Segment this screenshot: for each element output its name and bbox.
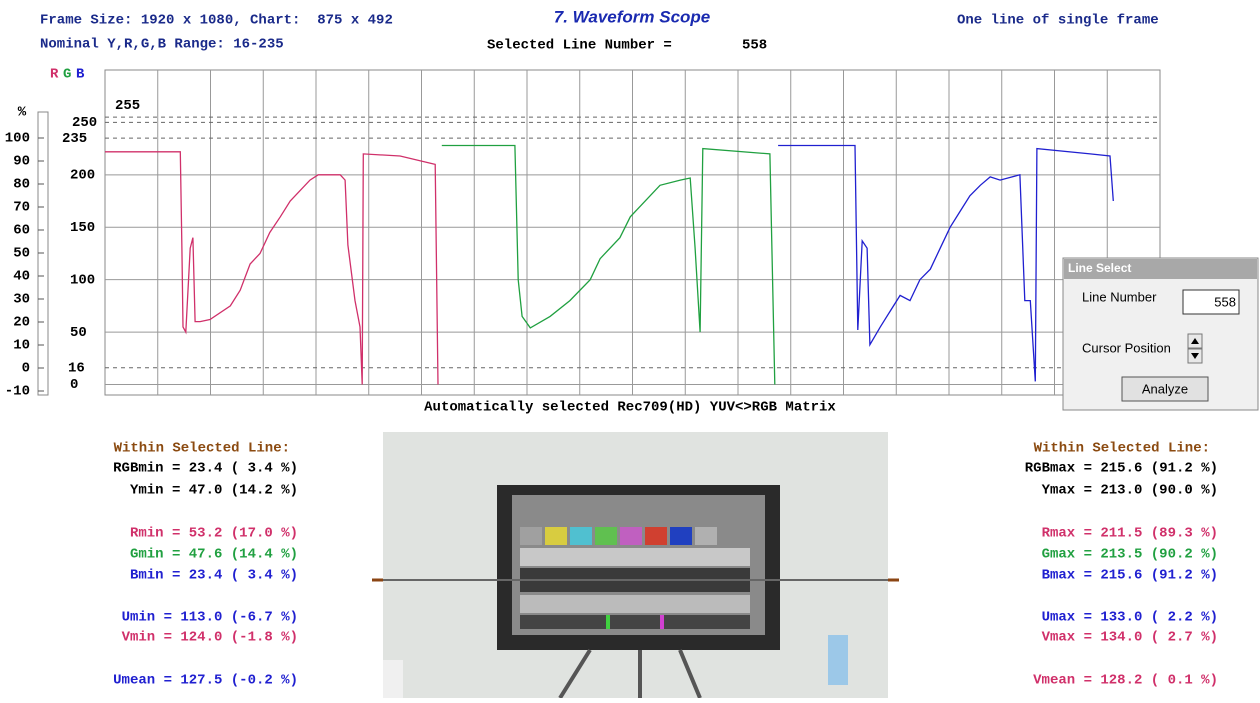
line-number: 558 (742, 38, 767, 54)
ref-label: 250 (72, 115, 97, 131)
trace (105, 151, 439, 385)
percent-tick-label: 60 (13, 223, 30, 239)
stats-heading: Within Selected Line: (114, 441, 290, 457)
percent-tick-label: 80 (13, 177, 30, 193)
title: 7. Waveform Scope (554, 7, 711, 26)
legend-entry: B (76, 67, 85, 83)
stat-row: Gmin = 47.6 (14.4 %) (130, 547, 298, 563)
code-tick-label: 200 (70, 168, 95, 184)
stat-row: Vmean = 128.2 ( 0.1 %) (1033, 673, 1218, 689)
percent-tick-label: 70 (13, 200, 30, 216)
cursor-label: Cursor Position (1082, 340, 1171, 355)
ref-label: 235 (62, 131, 87, 147)
stat-row: Ymax = 213.0 (90.0 %) (1042, 483, 1218, 499)
stat-row: Ymin = 47.0 (14.2 %) (130, 483, 298, 499)
percent-tick-label: 100 (5, 131, 30, 147)
code-tick-label: 100 (70, 272, 95, 288)
stat-row: RGBmax = 215.6 (91.2 %) (1025, 461, 1218, 477)
stat-row: Umean = 127.5 (-0.2 %) (113, 673, 298, 689)
stats-heading: Within Selected Line: (1034, 441, 1210, 457)
percent-label: % (18, 105, 27, 121)
preview-image (372, 432, 899, 700)
code-tick-label: 0 (70, 377, 78, 393)
stat-row: Vmax = 134.0 ( 2.7 %) (1042, 630, 1218, 646)
matrix: Automatically selected Rec709(HD) YUV<>R… (424, 400, 836, 416)
percent-tick-label: 0 (22, 361, 30, 377)
stat-row: Umin = 113.0 (-6.7 %) (122, 610, 298, 626)
line-number-value: 558 (1214, 294, 1236, 309)
line-number-label: Line Number (1082, 289, 1157, 304)
dialog-title: Line Select (1068, 261, 1131, 275)
percent-tick-label: 30 (13, 292, 30, 308)
percent-tick-label: 40 (13, 269, 30, 285)
ref-label: 16 (68, 360, 85, 376)
stat-row: Vmin = 124.0 (-1.8 %) (122, 630, 298, 646)
percent-tick-label: -10 (5, 384, 30, 400)
trace (441, 144, 776, 385)
percent-tick-label: 50 (13, 246, 30, 262)
mode: One line of single frame (957, 13, 1159, 29)
stat-row: Bmax = 215.6 (91.2 %) (1042, 568, 1218, 584)
ref-label: 255 (115, 98, 140, 114)
code-tick-label: 150 (70, 220, 95, 236)
line-select-dialog: Line Select Line Number 558 Cursor Posit… (1062, 257, 1259, 411)
percent-tick-label: 20 (13, 315, 30, 331)
analyze-button[interactable] (1121, 376, 1209, 402)
stats: Within Selected Line: RGBmin = 23.4 ( 3.4… (113, 441, 1218, 689)
stat-row: Rmin = 53.2 (17.0 %) (130, 526, 298, 542)
line-number-input[interactable] (1182, 289, 1240, 315)
analyze-label: Analyze (1142, 381, 1188, 396)
stat-row: RGBmin = 23.4 ( 3.4 %) (113, 461, 298, 477)
percent-tick-label: 90 (13, 154, 30, 170)
line-label: Selected Line Number = (487, 38, 672, 54)
trace (778, 144, 1114, 382)
percent-tick-label: 10 (13, 338, 30, 354)
stat-row: Gmax = 213.5 (90.2 %) (1042, 547, 1218, 563)
stat-row: Umax = 133.0 ( 2.2 %) (1042, 610, 1218, 626)
stat-row: Bmin = 23.4 ( 3.4 %) (130, 568, 298, 584)
legend-entry: G (63, 67, 71, 83)
legend-entry: R (50, 67, 59, 83)
range: Nominal Y,R,G,B Range: 16-235 (40, 37, 284, 53)
stat-row: Rmax = 211.5 (89.3 %) (1042, 526, 1218, 542)
code-tick-label: 50 (70, 325, 87, 341)
frame-size: Frame Size: 1920 x 1080, Chart: 875 x 49… (40, 13, 393, 29)
